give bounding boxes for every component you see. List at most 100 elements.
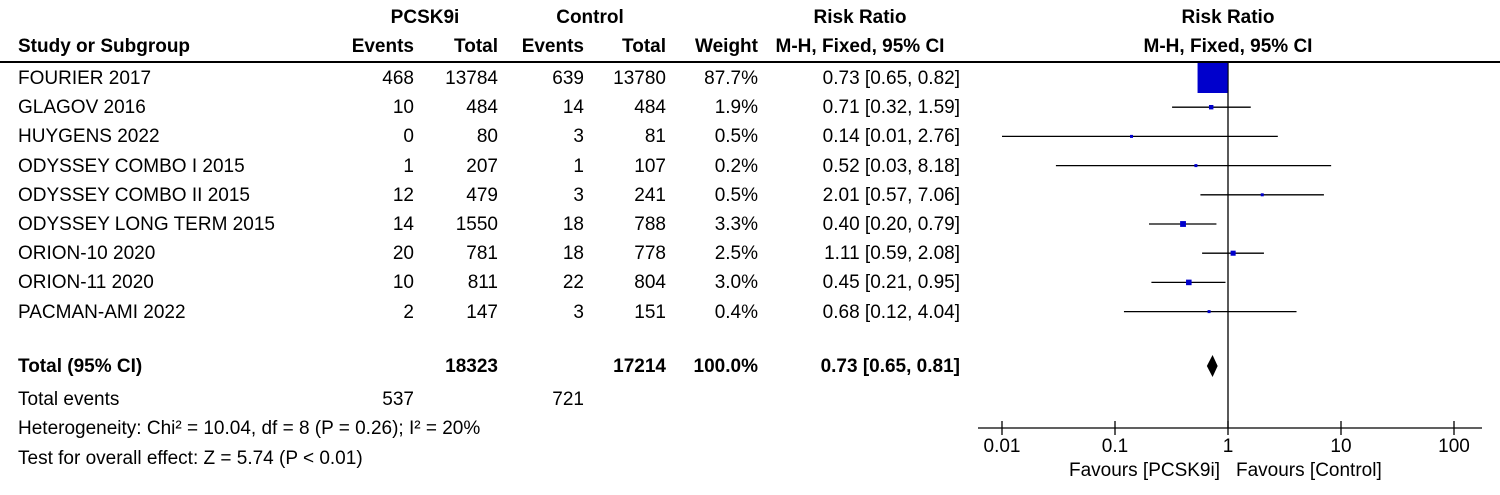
study-events1: 0 — [403, 126, 414, 148]
study-name: FOURIER 2017 — [18, 68, 152, 89]
study-events1: 468 — [382, 68, 414, 89]
group1-header: PCSK9i — [390, 7, 460, 28]
study-name: HUYGENS 2022 — [18, 126, 160, 148]
study-weight: 3.3% — [714, 214, 758, 235]
study-name: ODYSSEY COMBO II 2015 — [18, 184, 250, 206]
study-weight: 87.7% — [704, 68, 758, 89]
study-events2: 3 — [573, 184, 584, 206]
study-total1: 811 — [467, 272, 498, 294]
study-marker — [1207, 310, 1211, 314]
study-weight: 0.5% — [714, 126, 758, 148]
study-ci: 1.11 [0.59, 2.08] — [824, 243, 960, 265]
study-events1: 12 — [392, 184, 414, 206]
study-weight: 3.0% — [714, 272, 758, 294]
study-total1: 484 — [466, 97, 498, 119]
study-events1: 1 — [403, 155, 414, 177]
study-events2: 1 — [573, 155, 584, 177]
study-events2: 14 — [562, 97, 584, 119]
study-total1: 479 — [466, 184, 498, 206]
study-ci: 0.14 [0.01, 2.76] — [822, 126, 960, 148]
study-marker — [1197, 63, 1228, 93]
study-total2: 788 — [634, 214, 666, 235]
study-weight: 0.4% — [714, 301, 758, 323]
study-events1: 20 — [392, 243, 414, 265]
total-weight: 100.0% — [693, 356, 758, 377]
study-total2: 107 — [634, 155, 666, 177]
total-events2: 721 — [552, 389, 584, 410]
study-events1: 2 — [403, 301, 414, 323]
col-events2: Events — [521, 36, 584, 57]
x-tick-label: 100 — [1438, 436, 1470, 457]
study-weight: 0.2% — [714, 155, 758, 177]
study-total2: 151 — [634, 301, 666, 323]
study-events1: 10 — [392, 97, 414, 119]
study-marker — [1260, 193, 1264, 197]
study-total2: 484 — [634, 97, 666, 119]
study-name: ODYSSEY LONG TERM 2015 — [18, 214, 275, 235]
study-total2: 81 — [644, 126, 666, 148]
study-marker — [1186, 279, 1192, 286]
study-total1: 13784 — [445, 68, 498, 89]
study-total1: 80 — [476, 126, 498, 148]
study-ci: 0.40 [0.20, 0.79] — [822, 214, 960, 235]
study-marker — [1130, 134, 1134, 138]
study-events2: 18 — [562, 243, 584, 265]
study-total1: 781 — [466, 243, 498, 265]
study-ci: 0.45 [0.21, 0.95] — [822, 272, 960, 294]
total-n2: 17214 — [613, 356, 666, 377]
study-marker — [1208, 104, 1214, 110]
study-ci: 0.52 [0.03, 8.18] — [822, 155, 960, 177]
x-tick-label: 0.01 — [984, 436, 1021, 457]
total-ci: 0.73 [0.65, 0.81] — [820, 356, 960, 377]
study-marker — [1194, 164, 1198, 168]
favours-left-label: Favours [PCSK9i] — [1069, 460, 1220, 481]
study-name: ODYSSEY COMBO I 2015 — [18, 155, 245, 177]
overall-effect-text: Test for overall effect: Z = 5.74 (P < 0… — [18, 448, 363, 469]
total-events-label: Total events — [18, 389, 120, 410]
study-events2: 639 — [552, 68, 584, 89]
favours-right-label: Favours [Control] — [1236, 460, 1382, 481]
study-ci: 0.71 [0.32, 1.59] — [822, 97, 960, 119]
total-label: Total (95% CI) — [18, 356, 143, 377]
study-marker — [1180, 221, 1186, 227]
study-ci: 2.01 [0.57, 7.06] — [822, 184, 960, 206]
col-total1: Total — [454, 36, 498, 57]
study-events1: 10 — [392, 272, 414, 294]
study-marker — [1230, 250, 1236, 256]
heterogeneity-text: Heterogeneity: Chi² = 10.04, df = 8 (P =… — [18, 418, 481, 439]
study-name: ORION-11 2020 — [18, 272, 154, 294]
plot-title: Risk Ratio — [1181, 7, 1275, 28]
study-events2: 3 — [573, 126, 584, 148]
study-weight: 2.5% — [714, 243, 758, 265]
study-name: PACMAN-AMI 2022 — [18, 301, 186, 323]
pooled-diamond — [1206, 355, 1218, 377]
study-total2: 241 — [634, 184, 666, 206]
col-events1: Events — [351, 36, 414, 57]
study-weight: 0.5% — [714, 184, 758, 206]
total-events1: 537 — [382, 389, 414, 410]
study-total1: 1550 — [455, 214, 498, 235]
col-weight: Weight — [695, 36, 758, 57]
study-total2: 13780 — [613, 68, 666, 89]
study-total2: 778 — [634, 243, 666, 265]
col-study: Study or Subgroup — [18, 36, 191, 57]
study-total1: 147 — [466, 301, 498, 323]
study-ci: 0.73 [0.65, 0.82] — [822, 68, 960, 89]
study-events2: 18 — [562, 214, 584, 235]
table-effect-title: Risk Ratio — [813, 7, 907, 28]
table-effect-sub: M-H, Fixed, 95% CI — [775, 36, 945, 57]
x-tick-label: 0.1 — [1102, 436, 1128, 457]
study-events1: 14 — [392, 214, 414, 235]
study-events2: 3 — [573, 301, 584, 323]
col-total2: Total — [622, 36, 666, 57]
study-weight: 1.9% — [714, 97, 758, 119]
study-ci: 0.68 [0.12, 4.04] — [822, 301, 960, 323]
group2-header: Control — [556, 7, 624, 28]
study-name: GLAGOV 2016 — [18, 97, 146, 119]
study-name: ORION-10 2020 — [18, 243, 156, 265]
plot-sub: M-H, Fixed, 95% CI — [1143, 36, 1313, 57]
study-events2: 22 — [562, 272, 584, 294]
total-n1: 18323 — [445, 356, 498, 377]
x-tick-label: 10 — [1330, 436, 1351, 457]
